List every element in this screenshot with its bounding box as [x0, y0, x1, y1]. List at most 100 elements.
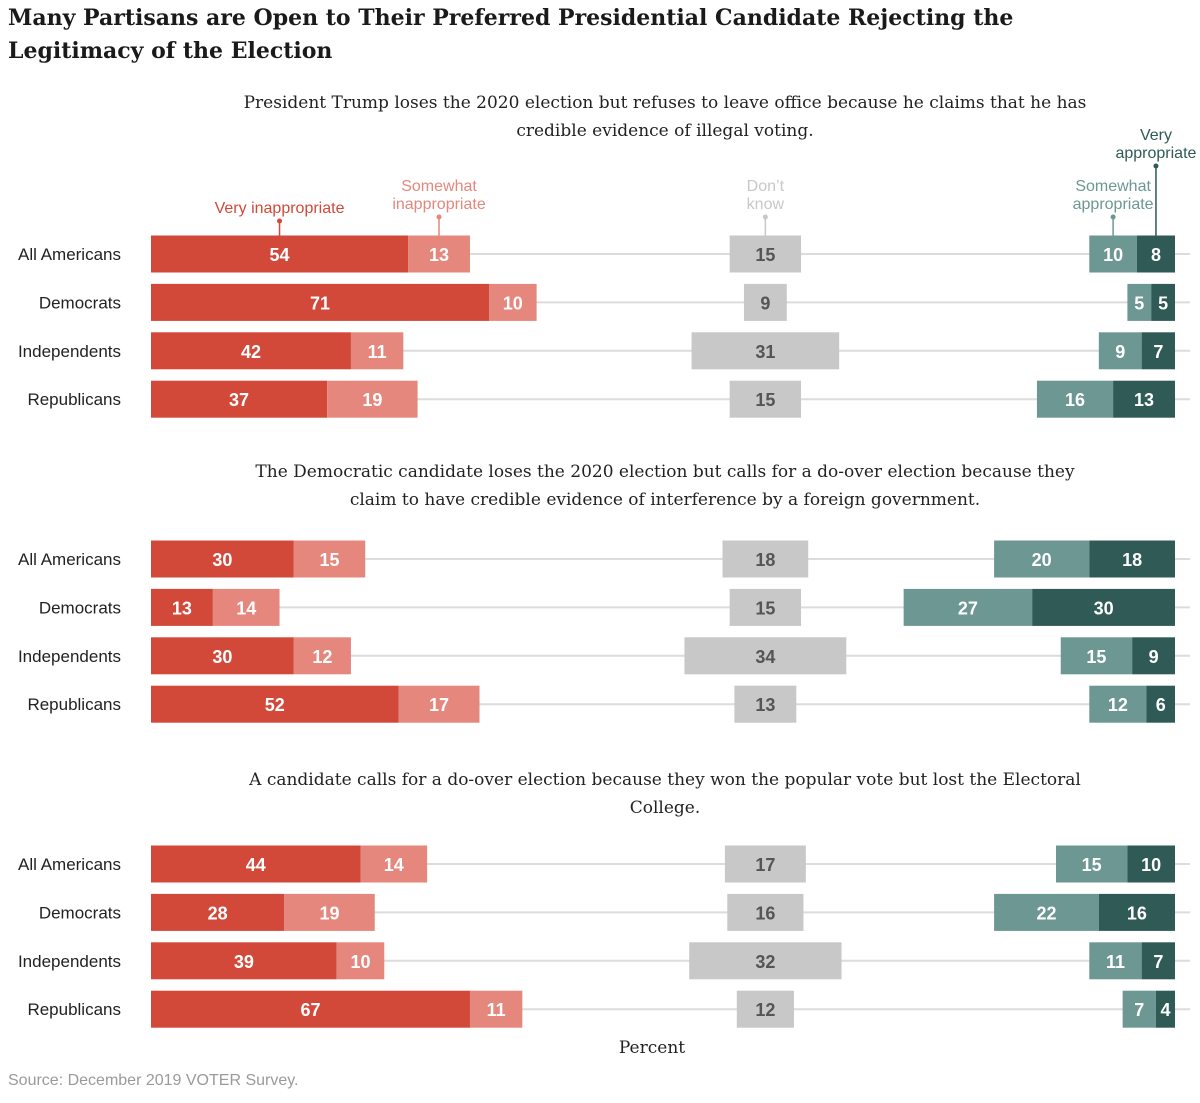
data-label: 20: [1032, 550, 1052, 570]
data-label: 17: [755, 855, 775, 875]
bar-va: [1155, 990, 1175, 1028]
bar-sa: [1089, 235, 1137, 273]
bar-vi: [151, 283, 490, 321]
bar-sa: [1055, 845, 1128, 883]
bar-vi: [151, 637, 294, 675]
row-label: Republicans: [27, 390, 121, 409]
bar-va: [1146, 685, 1175, 723]
data-label: 15: [755, 245, 775, 265]
legend-dot: [1153, 163, 1159, 169]
legend-label: appropriate: [1115, 145, 1196, 162]
data-label: 30: [1094, 598, 1114, 618]
legend-label: Somewhat: [401, 178, 477, 195]
bar-sa: [994, 893, 1099, 931]
data-label: 13: [172, 598, 192, 618]
bar-dk: [736, 990, 794, 1028]
bar-dk: [724, 845, 806, 883]
bar-vi: [151, 893, 285, 931]
data-label: 30: [212, 647, 232, 667]
bar-va: [1141, 942, 1175, 980]
data-label: 9: [1115, 342, 1125, 362]
bar-si: [350, 332, 404, 370]
bar-va: [1032, 588, 1175, 626]
bar-si: [408, 235, 470, 273]
data-label: 39: [234, 952, 254, 972]
chart-title: Many Partisans are Open to Their Preferr…: [8, 5, 1014, 64]
data-label: 10: [350, 952, 370, 972]
bar-si: [398, 685, 480, 723]
data-label: 19: [320, 903, 340, 923]
data-label: 12: [312, 647, 332, 667]
bar-dk: [722, 540, 809, 578]
data-label: 67: [300, 1000, 320, 1020]
data-label: 4: [1160, 1000, 1170, 1020]
data-label: 14: [236, 598, 256, 618]
bar-vi: [151, 942, 337, 980]
bar-si: [284, 893, 375, 931]
bar-sa: [1089, 942, 1142, 980]
data-label: 42: [241, 342, 261, 362]
data-label: 12: [1108, 695, 1128, 715]
bar-va: [1098, 893, 1175, 931]
data-label: 5: [1134, 293, 1144, 313]
data-label: 27: [958, 598, 978, 618]
data-label: 16: [755, 903, 775, 923]
bar-sa: [1127, 283, 1152, 321]
bar-dk: [727, 893, 804, 931]
bar-vi: [151, 380, 328, 418]
legend-label: Somewhat: [1075, 178, 1151, 195]
data-label: 11: [487, 1000, 506, 1020]
data-label: 7: [1153, 952, 1163, 972]
bar-sa: [994, 540, 1090, 578]
data-label: 10: [503, 293, 523, 313]
data-label: 13: [755, 695, 775, 715]
bar-vi: [151, 332, 351, 370]
data-label: 37: [229, 390, 249, 410]
data-label: 14: [384, 855, 404, 875]
data-label: 28: [208, 903, 228, 923]
bar-dk: [729, 380, 802, 418]
bar-si: [212, 588, 280, 626]
bar-si: [327, 380, 418, 418]
row-label: All Americans: [18, 245, 121, 264]
bar-si: [469, 990, 523, 1028]
data-label: 54: [270, 245, 290, 265]
data-label: 19: [362, 390, 382, 410]
bar-si: [360, 845, 428, 883]
data-label: 11: [368, 342, 387, 362]
data-label: 71: [310, 293, 330, 313]
row-label: Democrats: [39, 598, 121, 617]
row-label: Independents: [18, 342, 121, 361]
data-label: 16: [1127, 903, 1147, 923]
data-label: 31: [755, 342, 775, 362]
bar-sa: [1060, 637, 1133, 675]
data-label: 9: [760, 293, 770, 313]
data-label: 5: [1158, 293, 1168, 313]
row-label: All Americans: [18, 550, 121, 569]
data-label: 13: [1134, 390, 1154, 410]
legend-label: Very inappropriate: [215, 200, 345, 217]
bar-si: [293, 637, 351, 675]
row-label: Democrats: [39, 293, 121, 312]
legend-dot: [762, 214, 768, 220]
legend-label: know: [747, 196, 785, 213]
bar-dk: [729, 588, 802, 626]
bar-sa: [1036, 380, 1114, 418]
row-label: Democrats: [39, 903, 121, 922]
bar-dk: [743, 283, 787, 321]
bar-si: [293, 540, 366, 578]
data-label: 15: [1082, 855, 1102, 875]
bar-sa: [1089, 685, 1147, 723]
source-note: Source: December 2019 VOTER Survey.: [8, 1072, 299, 1089]
data-label: 22: [1036, 903, 1056, 923]
data-label: 44: [246, 855, 266, 875]
legend-dot: [436, 214, 442, 220]
bar-va: [1151, 283, 1175, 321]
data-label: 32: [755, 952, 775, 972]
bar-va: [1132, 637, 1175, 675]
bar-va: [1136, 235, 1175, 273]
bar-vi: [151, 685, 399, 723]
data-label: 8: [1151, 245, 1161, 265]
data-label: 12: [755, 1000, 775, 1020]
data-label: 7: [1134, 1000, 1144, 1020]
